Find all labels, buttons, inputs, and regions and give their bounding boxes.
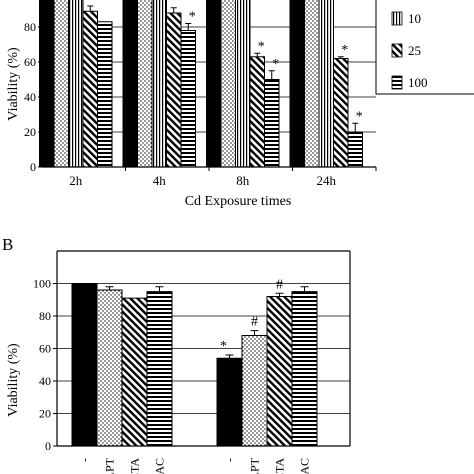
panel-a-tick-labels: 0 20 40 60 80	[24, 20, 36, 174]
panel-b-y-axis-label: Viability (%)	[6, 343, 21, 417]
panel-a-x-axis-label: Cd Exposure times	[185, 194, 292, 209]
y-tick-label: 20	[39, 407, 51, 421]
panel-a-bars	[39, 0, 363, 168]
category-label: ETA	[273, 458, 287, 474]
category-label: 4h	[153, 173, 167, 188]
significance-mark: *	[356, 109, 363, 124]
category-label: LPT	[103, 457, 117, 474]
bar	[53, 0, 69, 168]
legend-swatch	[391, 75, 403, 90]
bar	[291, 291, 318, 447]
panel-b-label: B	[2, 235, 13, 254]
significance-mark: #	[276, 277, 283, 292]
bar	[97, 21, 113, 168]
category-label: NAC	[298, 458, 312, 474]
bar	[241, 335, 268, 447]
significance-mark: *	[341, 43, 348, 58]
significance-mark: *	[272, 57, 279, 72]
bar	[333, 58, 349, 168]
legend-entry: 25	[408, 43, 421, 58]
bar	[122, 0, 138, 168]
bar	[220, 0, 236, 168]
bar	[249, 56, 265, 168]
significance-mark: *	[220, 339, 227, 354]
bar	[235, 0, 251, 168]
bar	[96, 289, 123, 447]
bar	[82, 10, 98, 168]
bar	[71, 283, 98, 447]
significance-mark: *	[258, 39, 265, 54]
bar	[304, 0, 320, 168]
bar	[216, 357, 243, 447]
legend-swatch	[391, 43, 403, 58]
bar	[137, 0, 153, 168]
bar	[264, 79, 280, 168]
category-label: ETA	[128, 458, 142, 474]
legend-swatch	[391, 11, 403, 26]
category-label: 8h	[236, 173, 250, 188]
bar	[121, 297, 148, 447]
panel-b-bars	[71, 283, 318, 447]
panel-b-annotations: * # #	[220, 277, 283, 354]
legend-entry: 10	[408, 11, 421, 26]
category-label: NAC	[153, 458, 167, 474]
y-tick-label: 80	[24, 20, 36, 34]
panel-a-annotations: * * * * *	[189, 10, 363, 125]
panel-a-axes	[38, 0, 377, 171]
bar	[347, 131, 363, 168]
category-label: 2h	[69, 173, 83, 188]
bar	[151, 0, 167, 168]
category-label: -	[223, 458, 237, 462]
y-tick-label: 20	[24, 125, 36, 139]
bar	[289, 0, 305, 168]
panel-a-legend: 10 25 100	[375, 0, 474, 95]
y-tick-label: 40	[39, 374, 51, 388]
category-label: -	[78, 458, 92, 462]
y-tick-label: 40	[24, 90, 36, 104]
bar	[68, 0, 84, 168]
y-tick-label: 0	[30, 160, 36, 174]
panel-b-category-labels: - LPT ETA NAC - LPT ETA NAC	[78, 457, 312, 474]
y-tick-label: 100	[33, 277, 51, 291]
y-tick-label: 60	[39, 342, 51, 356]
legend-entry: 100	[408, 75, 428, 90]
significance-mark: #	[251, 315, 258, 330]
bar	[318, 0, 334, 168]
bar	[166, 12, 182, 168]
panel-b-tick-labels: 0 20 40 60 80 100	[33, 277, 51, 454]
significance-mark: *	[189, 10, 196, 25]
y-tick-label: 60	[24, 55, 36, 69]
bar	[266, 296, 293, 447]
y-tick-label: 0	[45, 439, 51, 453]
panel-b-axes	[53, 250, 351, 447]
panel-a-y-axis-label: Viability (%)	[6, 47, 21, 121]
category-label: LPT	[248, 457, 262, 474]
bar	[146, 291, 173, 447]
bar	[180, 30, 196, 168]
y-tick-label: 80	[39, 309, 51, 323]
panel-a-category-labels: 2h 4h 8h 24h	[69, 173, 336, 188]
category-label: 24h	[317, 173, 337, 188]
bar	[206, 0, 222, 168]
